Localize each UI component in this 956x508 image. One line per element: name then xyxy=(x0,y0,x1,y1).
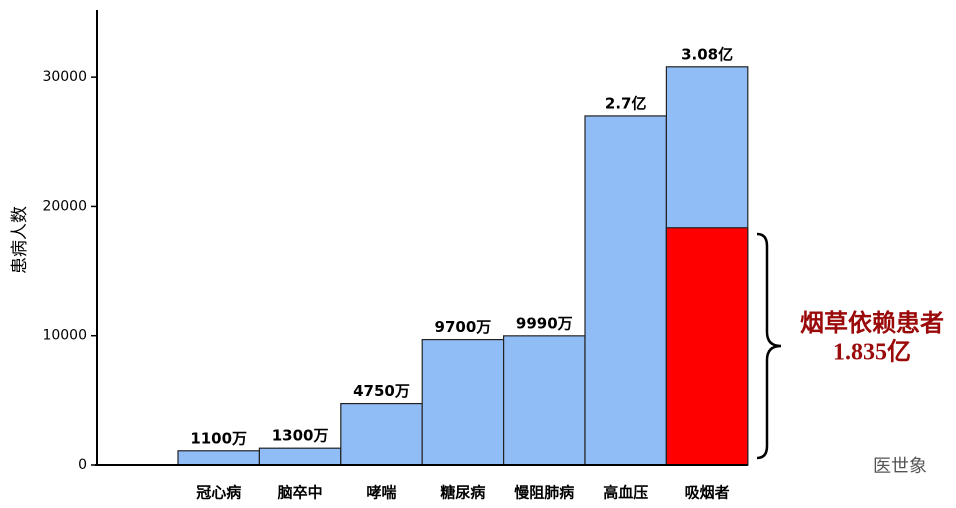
x-tick-label: 哮喘 xyxy=(366,484,396,502)
x-tick-label: 慢阻肺病 xyxy=(514,484,574,502)
watermark: 医世象 xyxy=(873,456,927,477)
y-axis-label: 患病人数 xyxy=(10,206,30,274)
x-tick-label: 吸烟者 xyxy=(685,484,730,502)
value-label: 4750万 xyxy=(353,382,410,400)
value-label: 9990万 xyxy=(516,314,573,332)
bar xyxy=(584,115,668,466)
bar xyxy=(340,402,423,466)
bar xyxy=(503,335,586,466)
annotation-value: 1.835亿 xyxy=(833,339,911,366)
y-tick-label: 30000 xyxy=(42,69,87,85)
x-tick-label: 脑卒中 xyxy=(278,484,323,502)
value-label: 9700万 xyxy=(435,318,492,336)
y-tick-label: 0 xyxy=(78,457,87,473)
y-tick-label: 20000 xyxy=(42,198,87,214)
x-tick-label: 糖尿病 xyxy=(440,484,485,502)
x-tick-label: 冠心病 xyxy=(196,484,241,502)
bar xyxy=(421,338,505,466)
bar xyxy=(258,447,342,466)
value-label: 3.08亿 xyxy=(681,45,733,63)
y-tick-label: 10000 xyxy=(42,328,87,344)
annotation-label: 烟草依赖患者 xyxy=(800,309,944,337)
highlight-bar xyxy=(665,227,749,466)
value-label: 1100万 xyxy=(190,429,247,447)
brace xyxy=(756,232,782,460)
value-label: 2.7亿 xyxy=(605,94,647,112)
bar xyxy=(177,450,261,466)
x-tick-label: 高血压 xyxy=(603,484,648,502)
value-label: 1300万 xyxy=(272,427,329,445)
